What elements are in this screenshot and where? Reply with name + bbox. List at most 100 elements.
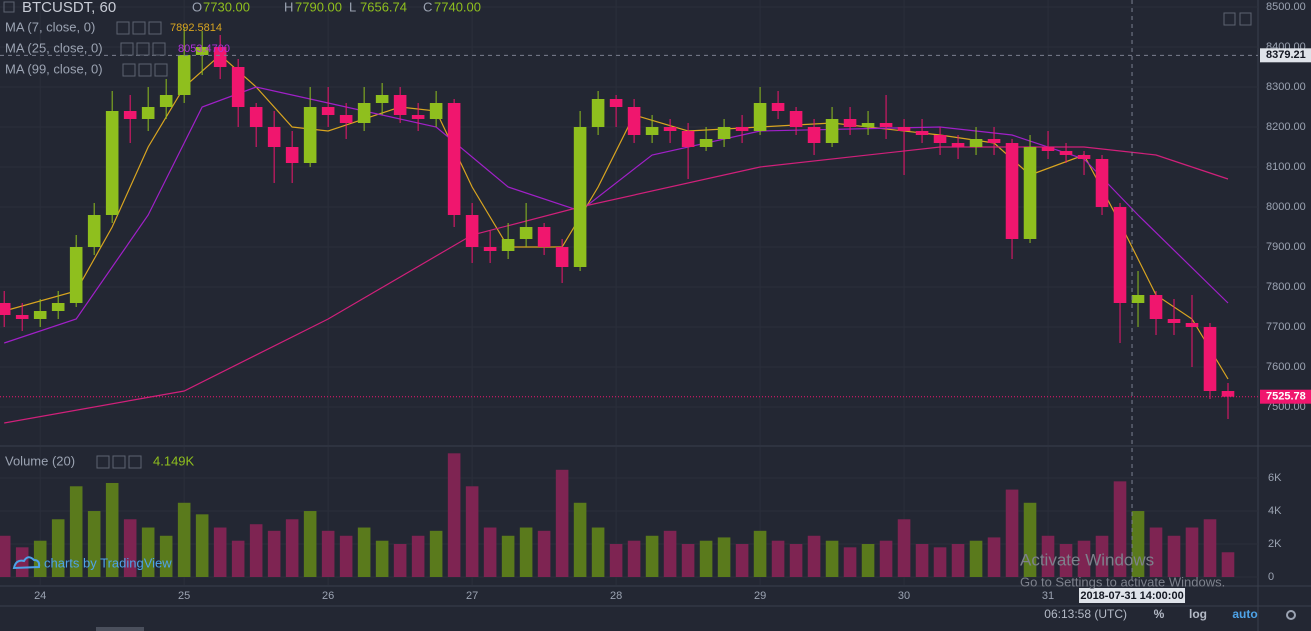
volume-bar — [735, 544, 749, 577]
volume-bar — [393, 544, 407, 577]
volume-legend: Volume (20) — [5, 453, 75, 468]
l-label: L — [349, 0, 356, 14]
last-price-label: 7525.78 — [1266, 391, 1306, 403]
scrollbar[interactable] — [96, 627, 144, 631]
settings-icon[interactable] — [138, 63, 152, 77]
candle-body — [213, 47, 227, 67]
ma-value: 8053.4700 — [178, 43, 230, 55]
candle-body — [933, 135, 947, 143]
candle-body — [969, 139, 983, 147]
close-icon[interactable] — [148, 21, 162, 35]
settings-icon[interactable] — [112, 455, 126, 469]
candle-body — [267, 127, 281, 147]
settings-icon[interactable] — [136, 42, 150, 56]
volume-bar — [897, 519, 911, 577]
x-tick-label: 31 — [1042, 590, 1054, 602]
volume-bar — [123, 519, 137, 577]
volume-bar — [681, 544, 695, 577]
settings-icon[interactable] — [132, 21, 146, 35]
candle-body — [951, 143, 965, 147]
eye-icon[interactable] — [96, 455, 110, 469]
candle-body — [519, 227, 533, 239]
ma-legend: MA (99, close, 0) — [5, 61, 103, 76]
volume-value: 4.149K — [153, 453, 195, 468]
eye-icon[interactable] — [116, 21, 130, 35]
volume-bar — [1077, 540, 1091, 577]
volume-bar — [987, 537, 1001, 577]
eye-icon[interactable] — [120, 42, 134, 56]
candle-body — [1059, 151, 1073, 155]
last-price-tag — [1260, 389, 1311, 404]
volume-bar — [969, 540, 983, 577]
pane-button[interactable] — [1223, 12, 1236, 26]
volume-bar — [843, 547, 857, 577]
candle-body — [681, 131, 695, 147]
candle-body — [1041, 147, 1055, 151]
volume-bar — [951, 544, 965, 577]
pane-button[interactable] — [1239, 12, 1252, 26]
candle-body — [717, 127, 731, 139]
volume-bar — [1221, 552, 1235, 577]
log-button[interactable]: log — [1189, 607, 1207, 621]
volume-bar — [753, 530, 767, 577]
volume-bar — [1059, 544, 1073, 577]
volume-bar — [609, 544, 623, 577]
volume-bar — [879, 540, 893, 577]
branding[interactable]: charts by TradingView — [44, 555, 172, 570]
h-label: H — [284, 0, 293, 14]
close-icon[interactable] — [154, 63, 168, 77]
volume-bar — [357, 527, 371, 577]
volume-bar — [465, 486, 479, 577]
percent-button[interactable]: % — [1154, 607, 1165, 621]
volume-bar — [1149, 527, 1163, 577]
volume-bar — [501, 535, 515, 577]
crosshair-price-label: 8379.21 — [1266, 49, 1306, 61]
volume-bar — [213, 527, 227, 577]
tv-logo — [12, 556, 41, 570]
x-tick-label: 28 — [610, 590, 622, 602]
volume-bar — [15, 547, 29, 577]
candle-body — [177, 55, 191, 95]
candle-body — [753, 103, 767, 131]
volume-bar — [573, 502, 587, 577]
close-icon[interactable] — [128, 455, 142, 469]
eye-icon[interactable] — [122, 63, 136, 77]
candle-body — [699, 139, 713, 147]
candle-body — [771, 103, 785, 111]
collapse-icon[interactable] — [3, 1, 15, 13]
settings-button[interactable] — [1286, 610, 1296, 620]
volume-bar — [663, 530, 677, 577]
volume-bar — [375, 540, 389, 577]
x-tick-label: 24 — [34, 590, 46, 602]
y-tick-label: 7800.00 — [1266, 281, 1306, 293]
candle-body — [1167, 319, 1181, 323]
volume-bar — [177, 502, 191, 577]
candle-body — [357, 103, 371, 123]
x-tick-label: 29 — [754, 590, 766, 602]
candle-body — [573, 127, 587, 267]
auto-button[interactable]: auto — [1232, 607, 1257, 621]
volume-bar — [231, 540, 245, 577]
candle-body — [303, 107, 317, 163]
y-tick-label: 7600.00 — [1266, 361, 1306, 373]
volume-bar — [1185, 527, 1199, 577]
candle-body — [411, 115, 425, 119]
volume-bar — [591, 527, 605, 577]
candle-body — [1113, 207, 1127, 303]
volume-bar — [195, 514, 209, 577]
candle-body — [1095, 159, 1109, 207]
volume-bar — [915, 544, 929, 577]
close-icon[interactable] — [152, 42, 166, 56]
candle-body — [87, 215, 101, 247]
candle-body — [537, 227, 551, 247]
volume-bar — [429, 530, 443, 577]
candle-body — [735, 127, 749, 131]
candle-body — [1023, 147, 1037, 239]
plot: 7500.00 7600.00 7700.00 7800.00 7900.00 8000.… — [0, 0, 1311, 603]
symbol: BTCUSDT, 60 — [22, 0, 116, 16]
clock: 06:13:58 (UTC) — [1044, 607, 1127, 621]
y-tick-label: 8100.00 — [1266, 161, 1306, 173]
ma-legend: MA (25, close, 0) — [5, 40, 103, 55]
candle-body — [645, 127, 659, 135]
